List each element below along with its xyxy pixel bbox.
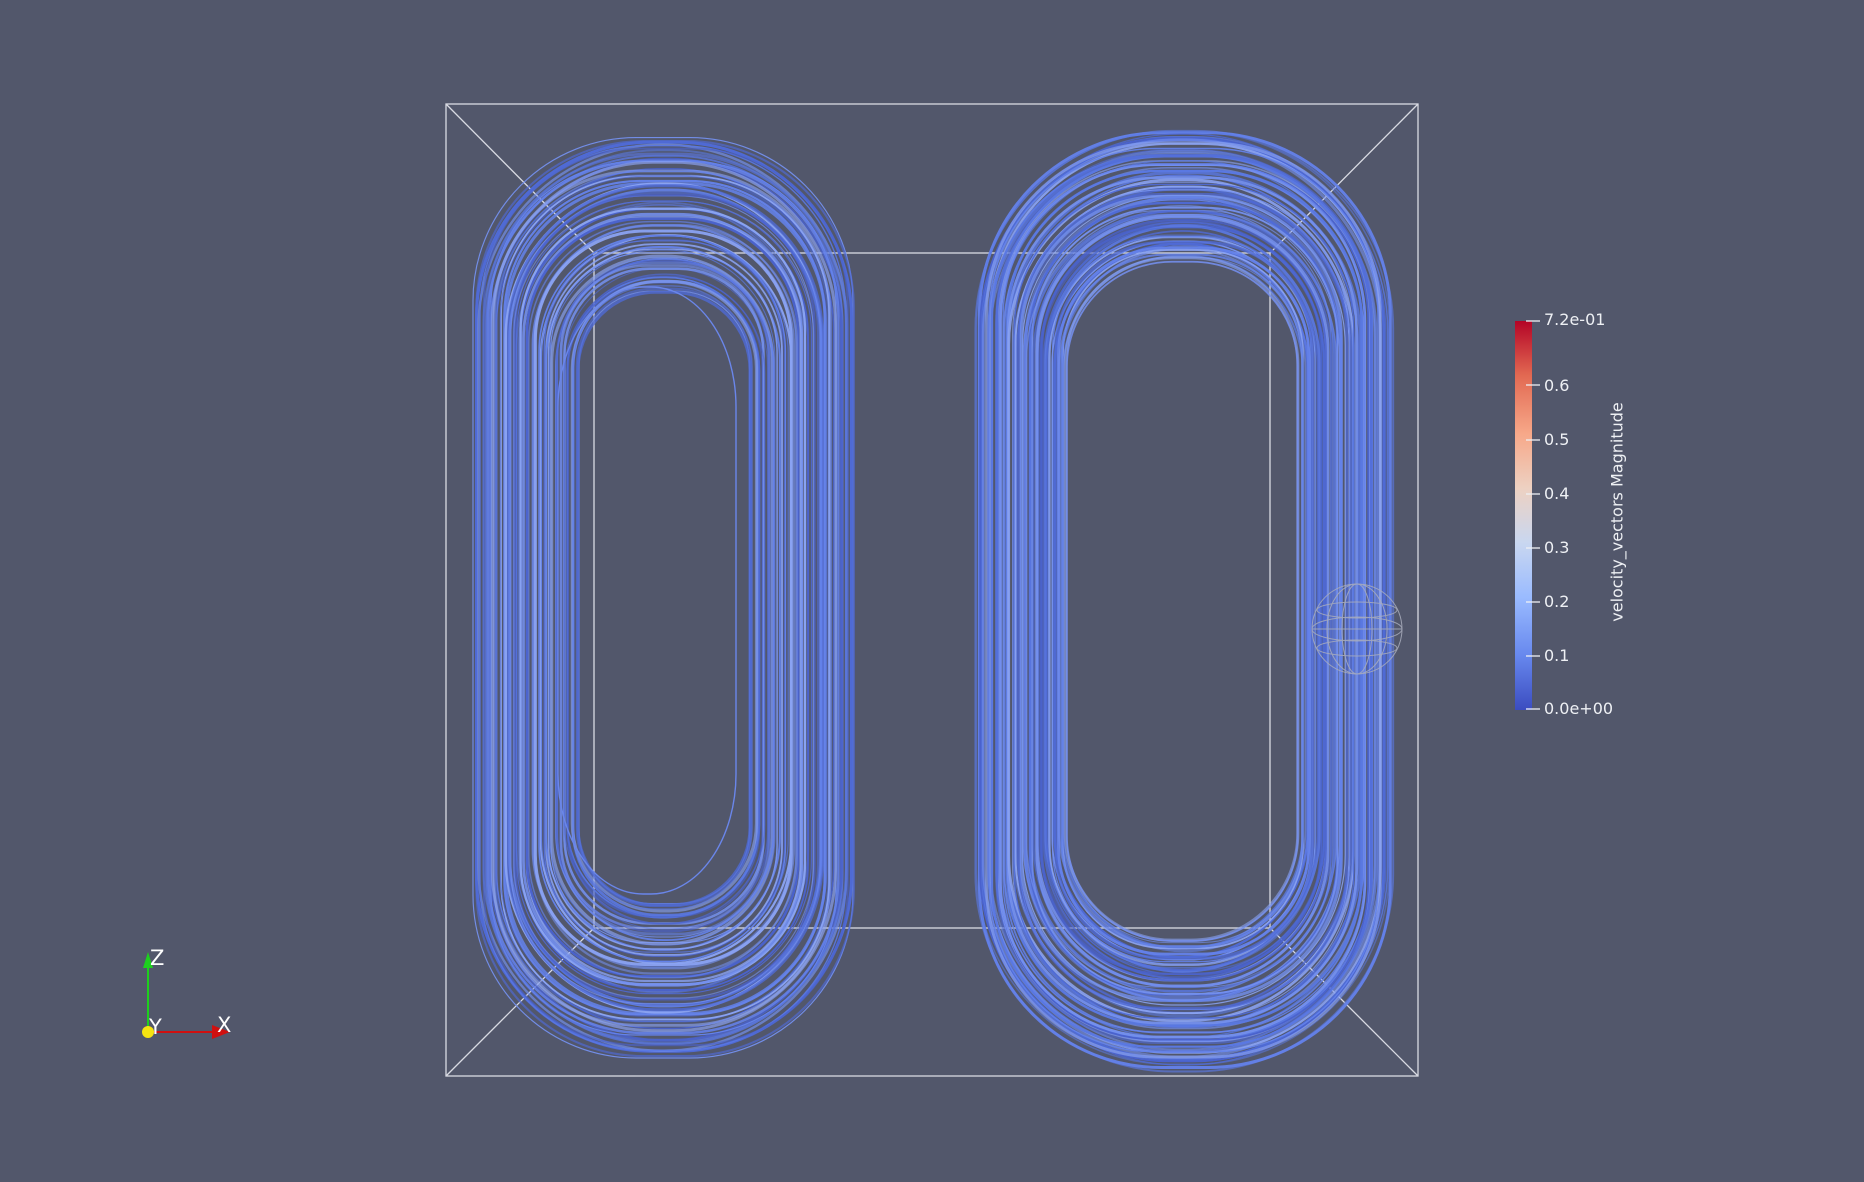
streamlines-left-vortex: [472, 137, 855, 1059]
colorbar-title: velocity_vectors Magnitude: [1607, 402, 1627, 622]
streamline: [1051, 235, 1312, 963]
colorbar-gradient: [1515, 321, 1532, 710]
streamline: [974, 129, 1395, 1073]
streamline: [1057, 248, 1307, 950]
streamline: [545, 245, 781, 951]
streamline: [1063, 256, 1300, 942]
streamline: [1048, 236, 1316, 965]
streamline: [1059, 245, 1310, 953]
streamline: [987, 149, 1378, 1054]
streamline: [1032, 210, 1333, 989]
streamline: [1035, 213, 1334, 986]
streamline: [576, 290, 752, 907]
streamline: [557, 286, 737, 895]
colorbar-tick-label: 0.3: [1544, 538, 1570, 557]
streamline: [1054, 240, 1314, 960]
streamline: [1046, 227, 1323, 972]
streamline: [1031, 210, 1332, 988]
orientation-axes: [142, 952, 230, 1039]
streamlines-right-vortex: [974, 129, 1395, 1073]
z-axis-arrow: [143, 952, 153, 968]
colorbar-ticks: [1526, 320, 1540, 710]
colorbar-tick-label: 0.4: [1544, 484, 1570, 503]
streamline: [566, 280, 761, 918]
streamline: [1051, 240, 1311, 961]
streamline: [559, 261, 771, 936]
streamline: [1044, 224, 1321, 973]
streamline: [1060, 253, 1304, 948]
y-axis-label: Y: [149, 1015, 162, 1039]
streamline: [575, 287, 753, 908]
streamline: [550, 254, 775, 946]
streamline: [1043, 221, 1325, 980]
colorbar-min-label: 0.0e+00: [1544, 699, 1614, 718]
streamline: [525, 217, 800, 978]
streamline: [1057, 246, 1311, 956]
streamline: [566, 276, 761, 919]
streamline: [1017, 193, 1349, 1010]
colorbar-max-label: 7.2e-01: [1544, 310, 1606, 329]
colorbar-tick-label: 0.1: [1544, 646, 1570, 665]
streamline: [1039, 218, 1327, 982]
streamline: [570, 279, 759, 913]
streamline: [989, 152, 1376, 1051]
streamline: [1044, 223, 1325, 976]
streamline: [549, 249, 776, 946]
streamline: [550, 252, 778, 944]
x-axis-arrow: [212, 1025, 230, 1039]
streamline: [1066, 260, 1299, 942]
streamline: [1036, 215, 1328, 982]
colorbar-tick-label: 0.5: [1544, 430, 1570, 449]
streamline: [578, 290, 751, 905]
streamline: [1025, 205, 1337, 996]
colorbar-tick-label: 0.6: [1544, 376, 1570, 395]
streamline: [1040, 225, 1322, 975]
streamline: [1066, 257, 1303, 944]
streamline: [995, 154, 1373, 1044]
z-axis-label: Z: [150, 946, 165, 970]
streamline: [556, 257, 772, 938]
y-axis-dot: [142, 1026, 154, 1038]
streamline: [499, 175, 828, 1017]
streamline: [1062, 249, 1304, 950]
streamline: [514, 194, 816, 1001]
streamline: [547, 248, 778, 950]
colorbar-tick-label: 0.2: [1544, 592, 1570, 611]
streamline: [559, 264, 765, 930]
streamline: [1035, 213, 1330, 988]
streamline: [1038, 219, 1326, 980]
streamline: [1045, 230, 1319, 971]
streamline: [508, 188, 823, 1008]
seed-sphere-widget[interactable]: [1311, 583, 1403, 675]
streamline: [482, 149, 847, 1044]
streamline: [1062, 255, 1304, 949]
streamline: [1048, 236, 1314, 967]
x-axis-label: X: [217, 1013, 232, 1037]
streamline: [555, 257, 775, 942]
streamline: [490, 160, 837, 1033]
streamline: [1049, 234, 1317, 969]
streamline: [487, 159, 840, 1035]
streamline: [1002, 166, 1365, 1030]
streamline: [555, 259, 771, 933]
streamline: [543, 239, 785, 957]
streamline: [572, 285, 753, 910]
